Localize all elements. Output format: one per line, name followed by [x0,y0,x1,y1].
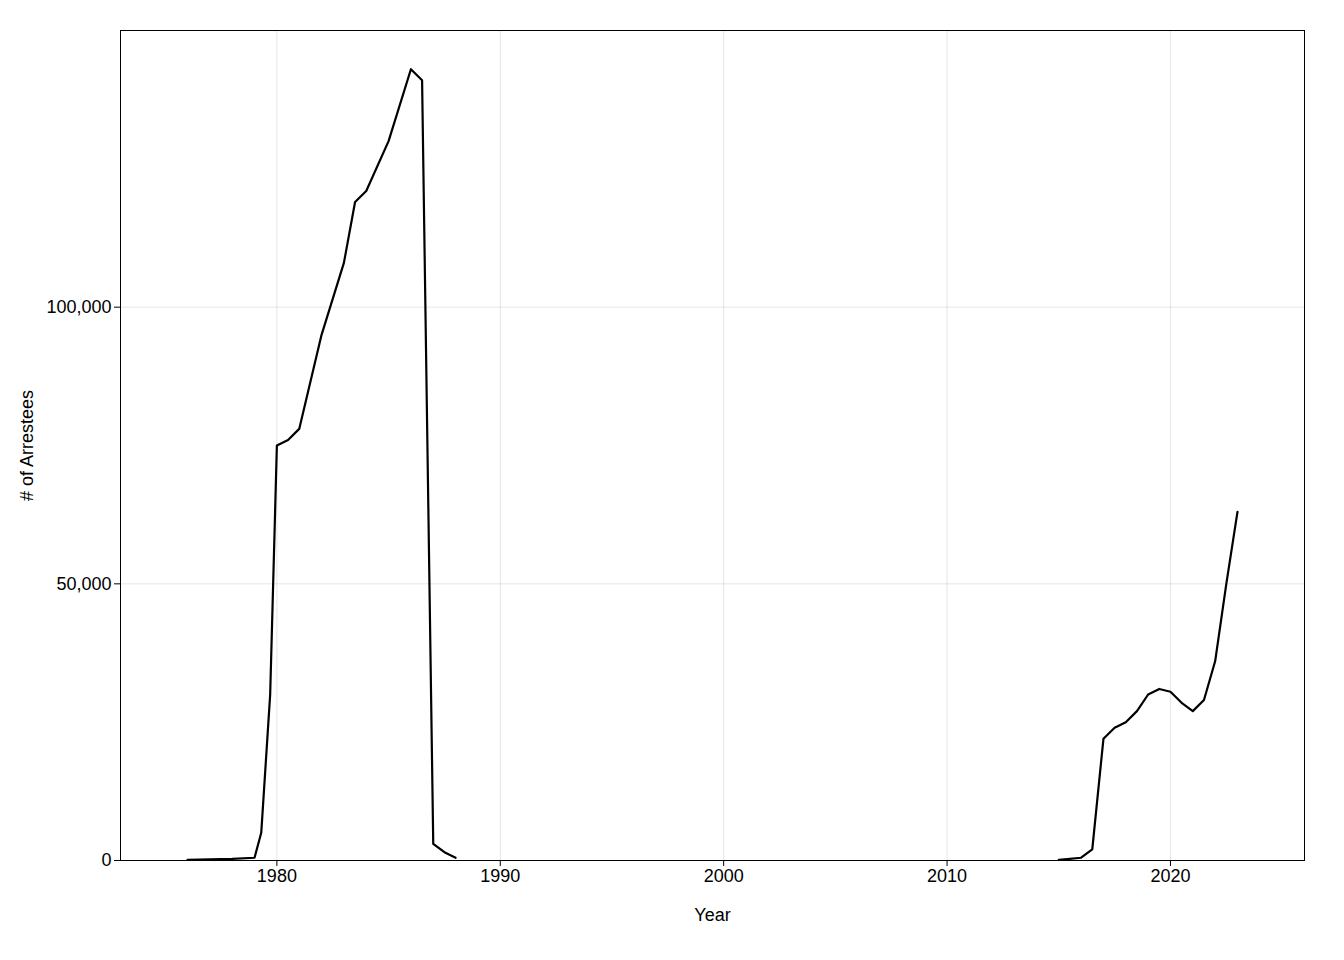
svg-text:1980: 1980 [257,866,297,886]
svg-text:2000: 2000 [704,866,744,886]
svg-text:100,000: 100,000 [46,297,111,317]
svg-text:1990: 1990 [480,866,520,886]
svg-text:# of Arrestees: # of Arrestees [17,390,37,501]
svg-text:0: 0 [101,850,111,870]
svg-text:50,000: 50,000 [56,574,111,594]
svg-text:2020: 2020 [1150,866,1190,886]
svg-text:2010: 2010 [927,866,967,886]
svg-text:Year: Year [694,905,730,925]
